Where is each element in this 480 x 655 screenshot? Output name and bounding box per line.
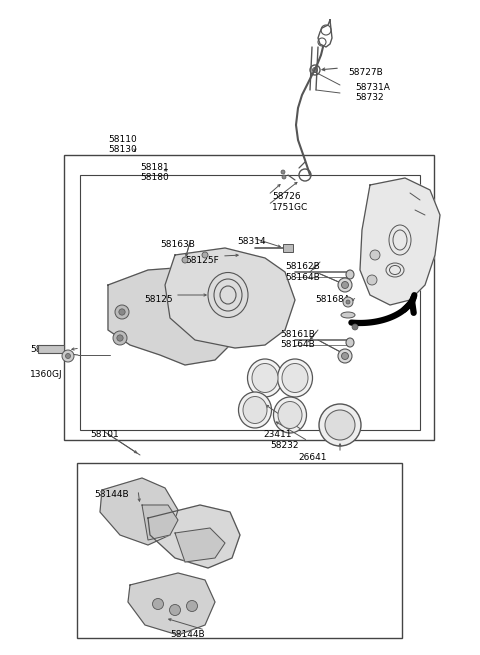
Circle shape [169, 605, 180, 616]
Circle shape [338, 278, 352, 292]
Text: 23411: 23411 [263, 430, 291, 439]
Text: 58180: 58180 [140, 173, 169, 182]
Bar [38, 345, 64, 353]
Bar [80, 175, 420, 430]
Text: 58163B: 58163B [160, 240, 195, 249]
Text: 58161B: 58161B [280, 330, 315, 339]
Ellipse shape [277, 359, 312, 397]
Text: 58101: 58101 [90, 430, 119, 439]
Bar [283, 244, 293, 252]
Circle shape [341, 282, 348, 288]
Circle shape [352, 324, 358, 330]
Polygon shape [165, 248, 295, 348]
Text: 58130: 58130 [108, 145, 137, 154]
Polygon shape [142, 505, 178, 540]
Text: 58144B: 58144B [170, 630, 204, 639]
Circle shape [370, 250, 380, 260]
Text: 58314: 58314 [237, 237, 265, 246]
Polygon shape [128, 573, 215, 635]
Circle shape [153, 599, 164, 610]
Text: 58181: 58181 [140, 163, 169, 172]
Text: 58125: 58125 [144, 295, 173, 304]
Ellipse shape [282, 364, 308, 392]
Text: 58151B: 58151B [30, 345, 65, 354]
Ellipse shape [346, 338, 354, 347]
Ellipse shape [341, 312, 355, 318]
Circle shape [119, 309, 125, 315]
Ellipse shape [325, 410, 355, 440]
Text: 58726: 58726 [272, 192, 300, 201]
Circle shape [113, 331, 127, 345]
Circle shape [187, 601, 197, 612]
Circle shape [341, 352, 348, 360]
Text: 58164B: 58164B [285, 273, 320, 282]
Text: 58731A: 58731A [355, 83, 390, 92]
Ellipse shape [278, 402, 302, 428]
Bar [77, 463, 402, 638]
Polygon shape [108, 268, 245, 365]
Circle shape [65, 354, 71, 358]
Text: 1360GJ: 1360GJ [30, 370, 62, 379]
Polygon shape [360, 178, 440, 305]
Circle shape [62, 350, 74, 362]
Ellipse shape [248, 359, 283, 397]
Text: 58232: 58232 [270, 441, 299, 450]
Circle shape [367, 275, 377, 285]
Circle shape [182, 257, 188, 263]
Text: 58162B: 58162B [285, 262, 320, 271]
Text: 58110: 58110 [108, 135, 137, 144]
Ellipse shape [252, 364, 278, 392]
Polygon shape [175, 528, 225, 562]
Ellipse shape [239, 392, 272, 428]
Text: 26641: 26641 [298, 453, 326, 462]
Circle shape [338, 349, 352, 363]
Circle shape [343, 297, 353, 307]
Circle shape [117, 335, 123, 341]
Circle shape [346, 300, 350, 304]
Text: 58125F: 58125F [185, 256, 219, 265]
Polygon shape [100, 478, 178, 545]
Text: 58168A: 58168A [315, 295, 350, 304]
Text: 58727B: 58727B [348, 68, 383, 77]
Polygon shape [148, 505, 240, 568]
Circle shape [281, 170, 285, 174]
Text: 58732: 58732 [355, 93, 384, 102]
Circle shape [115, 305, 129, 319]
Circle shape [202, 252, 208, 258]
Text: 58144B: 58144B [94, 490, 129, 499]
Bar [64, 155, 434, 440]
Ellipse shape [319, 404, 361, 446]
Text: 1751GC: 1751GC [272, 203, 308, 212]
Ellipse shape [243, 396, 267, 424]
Ellipse shape [274, 397, 307, 433]
Circle shape [312, 67, 317, 73]
Text: 58164B: 58164B [280, 340, 315, 349]
Circle shape [282, 175, 286, 179]
Ellipse shape [346, 270, 354, 279]
